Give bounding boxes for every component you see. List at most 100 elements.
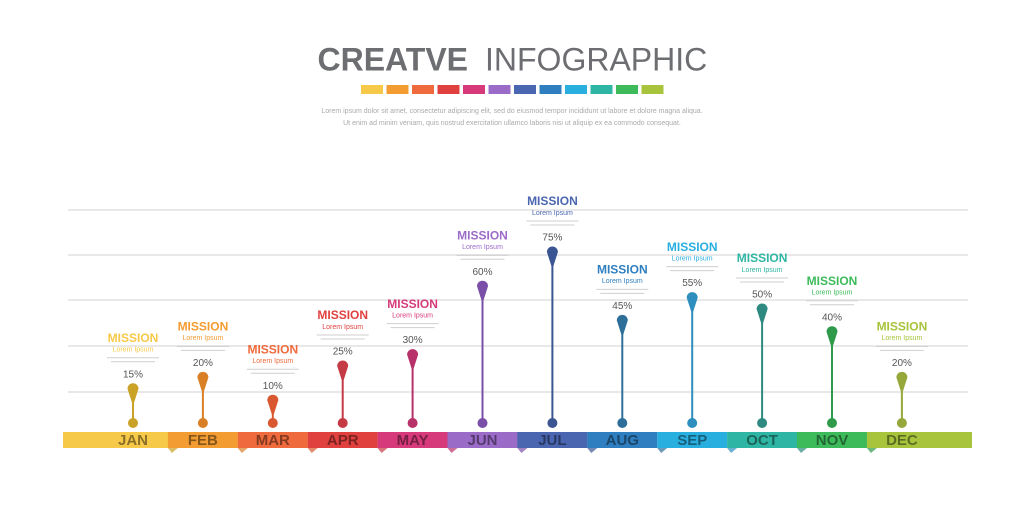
value-label: 75% <box>542 233 562 244</box>
mission-title: MISSION <box>387 297 438 311</box>
mission-subtitle: Lorem Ipsum <box>462 244 503 251</box>
mission-title: MISSION <box>178 320 229 334</box>
title-light: INFOGRAPHIC <box>485 41 707 77</box>
band-fold <box>727 448 738 453</box>
pin-head <box>267 394 279 415</box>
band-fold <box>797 448 807 453</box>
palette-swatch <box>641 85 664 94</box>
mission-subtitle: Lorem Ipsum <box>322 324 363 331</box>
pin-head <box>686 292 698 312</box>
pin-head <box>127 383 139 403</box>
pin-base <box>757 418 768 428</box>
band-segment <box>797 432 867 448</box>
pin-head <box>616 314 628 335</box>
pin-base <box>267 418 278 428</box>
mission-title: MISSION <box>807 274 858 288</box>
mission-title: MISSION <box>527 194 578 208</box>
month-label: OCT <box>746 432 778 449</box>
subtitle: Ut enim ad minim veniam, quis nostrud ex… <box>343 120 681 127</box>
palette-swatch <box>565 85 587 94</box>
subtitle: Lorem ipsum dolor sit amet, consectetur … <box>321 108 702 115</box>
pin-head <box>477 280 488 301</box>
pin-base <box>407 418 418 428</box>
mission-title: MISSION <box>737 251 788 265</box>
mission-title: MISSION <box>877 320 928 334</box>
band-segment <box>377 432 448 448</box>
mission-subtitle: Lorem Ipsum <box>602 278 643 285</box>
mission-title: MISSION <box>457 228 508 242</box>
month-label: NOV <box>816 432 849 449</box>
palette-swatch <box>590 85 613 94</box>
mission-subtitle: Lorem Ipsum <box>672 255 713 262</box>
value-label: 10% <box>263 381 283 392</box>
value-label: 30% <box>403 335 423 346</box>
month-label: MAR <box>256 432 290 449</box>
month-label: JUN <box>467 432 497 449</box>
value-label: 60% <box>472 267 492 278</box>
band-segment <box>167 432 238 448</box>
month-label: APR <box>327 432 359 449</box>
pin-base <box>687 418 698 428</box>
pin-head <box>546 246 558 266</box>
mission-title: MISSION <box>667 240 718 254</box>
pin-head <box>896 371 908 392</box>
month-label: DEC <box>886 432 918 449</box>
palette-swatch <box>361 85 383 94</box>
palette-swatch <box>386 85 409 94</box>
band-segment <box>587 432 658 448</box>
band-segment <box>307 432 378 448</box>
band-fold <box>517 448 528 453</box>
value-label: 15% <box>123 369 143 380</box>
palette-swatch <box>437 85 460 94</box>
month-label: MAY <box>397 432 429 449</box>
band-segment <box>866 432 972 448</box>
month-label: AUG <box>606 432 639 449</box>
value-label: 55% <box>682 278 702 289</box>
mission-title: MISSION <box>108 331 159 345</box>
palette-swatch <box>412 85 434 94</box>
palette-swatch <box>616 85 638 94</box>
palette-swatch <box>463 85 485 94</box>
month-label: FEB <box>188 432 218 449</box>
mission-subtitle: Lorem Ipsum <box>182 335 223 342</box>
band-fold <box>447 448 458 453</box>
pin-head <box>407 349 419 369</box>
pin-base <box>896 418 907 428</box>
mission-subtitle: Lorem Ipsum <box>812 290 853 297</box>
value-label: 20% <box>193 358 213 369</box>
pin-base <box>337 418 348 428</box>
palette-swatch <box>488 85 511 94</box>
month-label: JAN <box>118 432 148 449</box>
band-segment <box>447 432 518 448</box>
band-fold <box>377 448 388 453</box>
month-label: SEP <box>677 432 707 449</box>
mission-subtitle: Lorem Ipsum <box>113 347 154 354</box>
pin-head <box>197 371 209 392</box>
palette-swatch <box>514 85 536 94</box>
mission-subtitle: Lorem Ipsum <box>392 312 433 319</box>
value-label: 40% <box>822 312 842 323</box>
palette-swatch <box>539 85 562 94</box>
band-fold <box>307 448 318 453</box>
mission-title: MISSION <box>247 342 298 356</box>
pin-base <box>128 418 138 428</box>
band-segment <box>237 432 308 448</box>
band-segment <box>517 432 588 448</box>
pin-head <box>337 360 349 380</box>
value-label: 45% <box>612 301 632 312</box>
pin-base <box>477 418 488 428</box>
pin-base <box>197 418 208 428</box>
band-fold <box>587 448 598 453</box>
value-label: 50% <box>752 290 772 301</box>
mission-subtitle: Lorem Ipsum <box>742 267 783 274</box>
band-fold <box>866 448 877 453</box>
mission-subtitle: Lorem Ipsum <box>881 335 922 342</box>
pin-base <box>547 418 558 428</box>
band-segment <box>63 432 168 448</box>
mission-subtitle: Lorem Ipsum <box>252 358 293 365</box>
mission-subtitle: Lorem Ipsum <box>532 210 573 217</box>
title-bold: CREATVE <box>317 41 468 77</box>
band-fold <box>167 448 178 453</box>
mission-title: MISSION <box>317 308 368 322</box>
